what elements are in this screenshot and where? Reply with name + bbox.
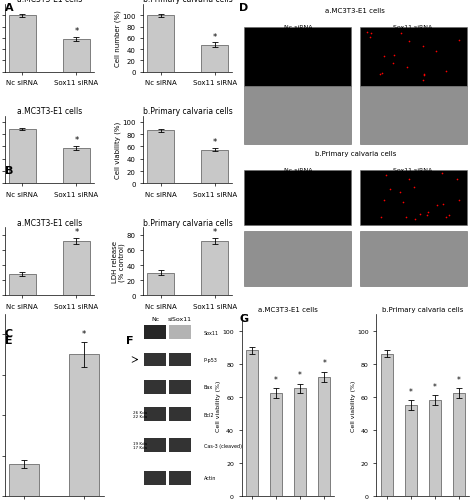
Title: b.Primary calvaria cells: b.Primary calvaria cells [143, 107, 233, 116]
Bar [381, 354, 392, 496]
Bar [169, 326, 191, 339]
Bar [405, 405, 417, 496]
Bar [169, 380, 191, 394]
Title: b.Primary calvaria cells: b.Primary calvaria cells [143, 0, 233, 4]
Text: Bax: Bax [204, 385, 213, 390]
Text: *: * [74, 228, 79, 237]
Bar [318, 377, 330, 496]
Bar [169, 438, 191, 452]
Text: Nc siRNA: Nc siRNA [284, 26, 313, 31]
Text: E: E [5, 336, 12, 346]
Bar [244, 28, 351, 86]
Text: Bcl2: Bcl2 [204, 412, 214, 417]
Bar [145, 326, 166, 339]
Bar [244, 171, 351, 226]
Bar [9, 464, 39, 496]
Text: *: * [274, 375, 278, 384]
Bar [244, 231, 351, 287]
Bar [270, 394, 282, 496]
Title: b.Primary calvaria cells: b.Primary calvaria cells [143, 218, 233, 227]
Bar [9, 275, 36, 296]
Bar [63, 148, 90, 184]
Bar [360, 86, 467, 144]
Text: Cas-3 (cleaved): Cas-3 (cleaved) [204, 443, 242, 448]
Text: P-p53: P-p53 [204, 357, 218, 362]
Y-axis label: Cell viability (%): Cell viability (%) [351, 380, 356, 431]
Bar [145, 353, 166, 367]
Text: Sox11: Sox11 [204, 330, 219, 335]
Text: 19 Kda
17 Kda: 19 Kda 17 Kda [134, 441, 147, 449]
Title: a.MC3T3-E1 cells: a.MC3T3-E1 cells [258, 307, 318, 313]
Text: Nc siRNA: Nc siRNA [284, 168, 313, 173]
Bar [201, 241, 228, 296]
Bar [244, 86, 351, 144]
Title: a.MC3T3-E1 cells: a.MC3T3-E1 cells [17, 0, 82, 4]
Bar [453, 394, 465, 496]
Text: Sox11 siRNA: Sox11 siRNA [392, 168, 432, 173]
Text: G: G [239, 313, 248, 323]
Text: siSox11: siSox11 [168, 316, 192, 321]
Bar [147, 273, 174, 296]
Bar [360, 171, 467, 226]
Text: D: D [239, 3, 249, 13]
Text: B: B [5, 165, 13, 175]
Text: *: * [298, 370, 302, 379]
Bar [145, 407, 166, 421]
Text: Nc: Nc [151, 316, 159, 321]
Text: F: F [126, 336, 133, 346]
Text: *: * [74, 136, 79, 145]
Y-axis label: Cell viability (%): Cell viability (%) [114, 122, 120, 179]
Y-axis label: Cell viability (%): Cell viability (%) [216, 380, 221, 431]
Bar [145, 438, 166, 452]
Text: 26 Kda
22 Kda: 26 Kda 22 Kda [134, 410, 148, 418]
Text: a.MC3T3-E1 cells: a.MC3T3-E1 cells [326, 8, 385, 14]
Text: *: * [213, 33, 217, 42]
Bar [63, 40, 90, 73]
Title: b.Primary calvaria cells: b.Primary calvaria cells [382, 307, 464, 313]
Bar [169, 353, 191, 367]
Bar [63, 241, 90, 296]
Text: *: * [82, 329, 86, 338]
Text: *: * [457, 375, 461, 384]
Text: *: * [409, 387, 413, 396]
Text: *: * [322, 359, 326, 368]
Y-axis label: LDH release
(% control): LDH release (% control) [111, 241, 125, 283]
Text: C: C [5, 328, 13, 338]
Bar [145, 380, 166, 394]
Text: *: * [74, 27, 79, 36]
Bar [201, 150, 228, 184]
Text: Sox11 siRNA: Sox11 siRNA [392, 26, 432, 31]
Bar [9, 16, 36, 73]
Title: a.MC3T3-E1 cells: a.MC3T3-E1 cells [17, 107, 82, 116]
Title: a.MC3T3-E1 cells: a.MC3T3-E1 cells [17, 218, 82, 227]
Bar [246, 351, 258, 496]
Bar [9, 130, 36, 184]
Text: b.Primary calvaria cells: b.Primary calvaria cells [315, 150, 396, 156]
Y-axis label: Cell number (%): Cell number (%) [114, 11, 120, 67]
Bar [360, 231, 467, 287]
Text: A: A [5, 3, 13, 13]
Text: *: * [213, 228, 217, 237]
Text: Actin: Actin [204, 475, 216, 480]
Bar [294, 389, 306, 496]
Bar [69, 355, 99, 496]
Bar [201, 46, 228, 73]
Bar [169, 407, 191, 421]
Text: *: * [213, 138, 217, 147]
Bar [429, 400, 441, 496]
Bar [147, 16, 174, 73]
Bar [360, 28, 467, 86]
Text: *: * [433, 382, 437, 391]
Bar [145, 471, 166, 484]
Bar [169, 471, 191, 484]
Bar [147, 131, 174, 184]
